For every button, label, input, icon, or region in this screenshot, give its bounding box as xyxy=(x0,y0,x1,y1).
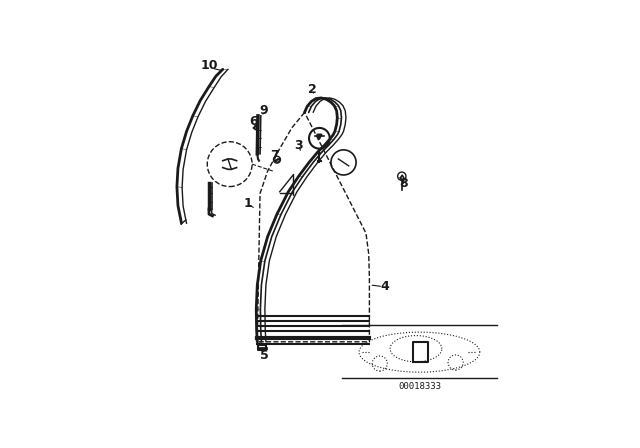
Circle shape xyxy=(309,128,330,149)
Circle shape xyxy=(331,150,356,175)
Text: 3: 3 xyxy=(294,139,303,152)
Text: 1: 1 xyxy=(244,197,252,210)
Text: 7: 7 xyxy=(270,149,279,162)
Text: 5: 5 xyxy=(260,349,269,362)
Text: 10: 10 xyxy=(200,59,218,72)
Text: 2: 2 xyxy=(308,83,317,96)
Text: 4: 4 xyxy=(381,280,389,293)
Text: 9: 9 xyxy=(260,104,269,117)
Text: 00018333: 00018333 xyxy=(398,382,441,391)
Text: 6: 6 xyxy=(250,115,258,128)
Text: 8: 8 xyxy=(399,177,408,190)
